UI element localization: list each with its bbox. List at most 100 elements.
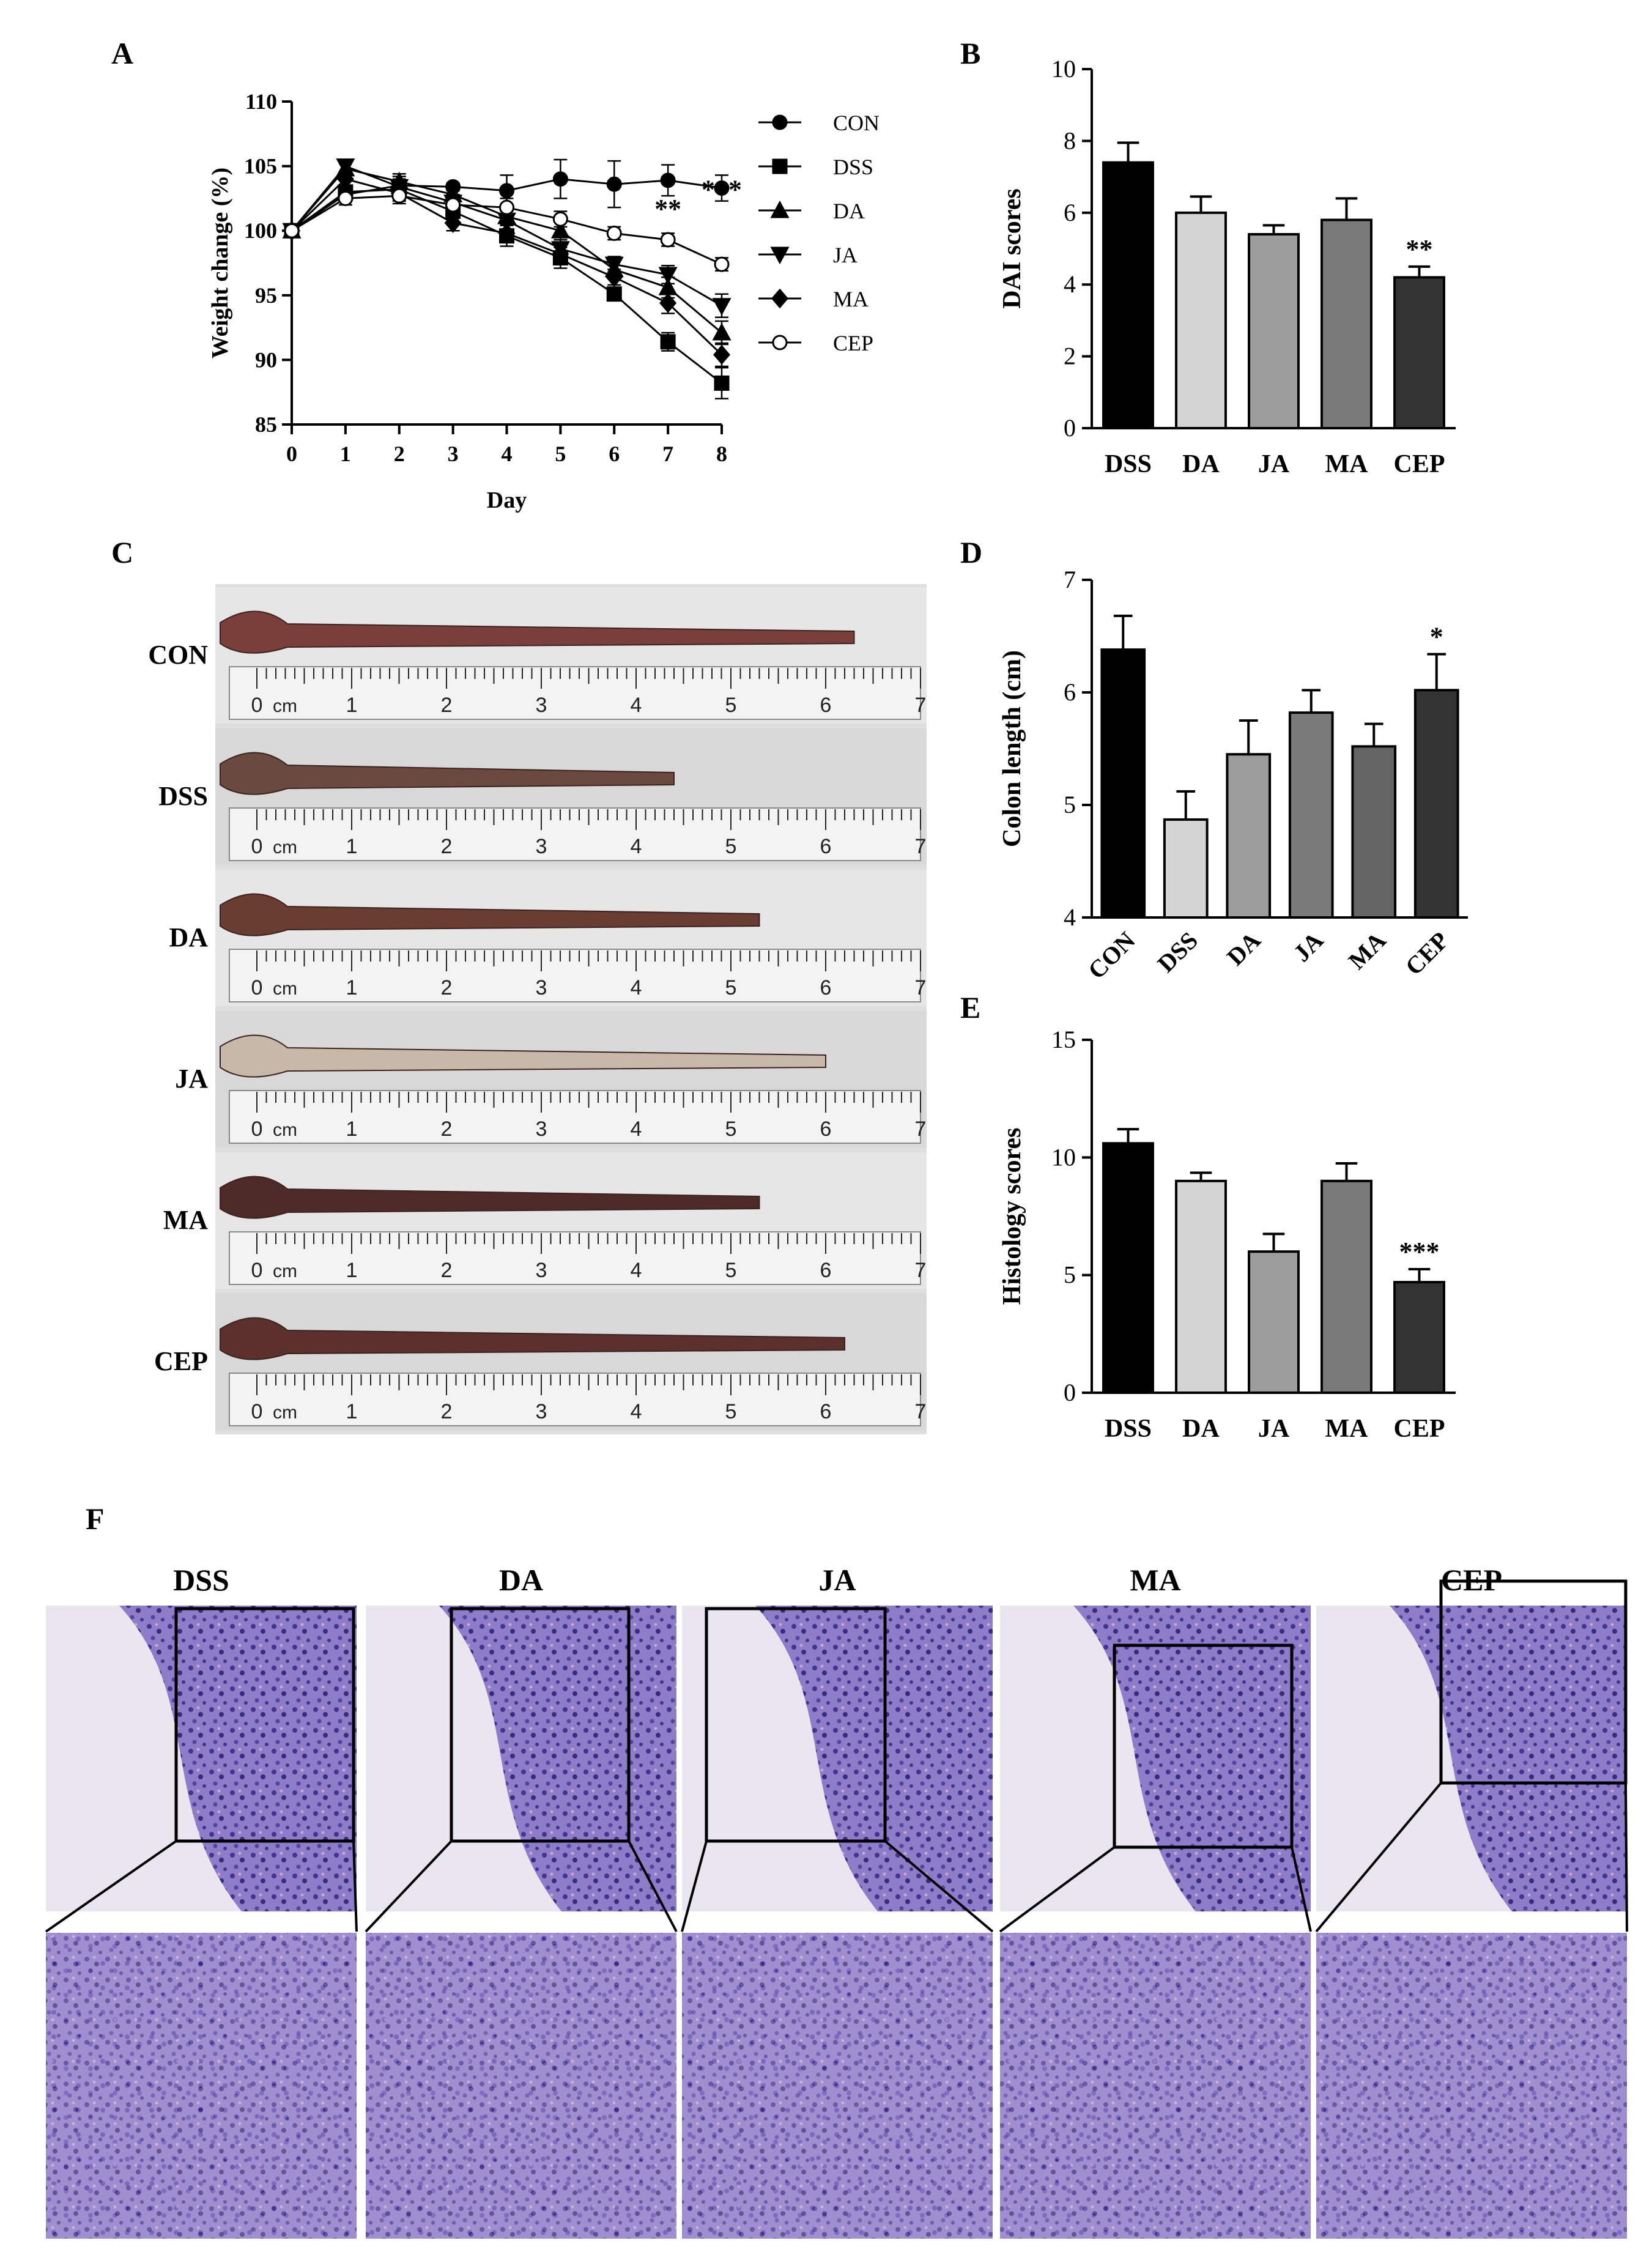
ruler-number: 6 [820,976,832,999]
ruler [229,949,921,1002]
x-tick-label: DSS [1105,1415,1152,1443]
x-tick-label: 2 [394,442,405,466]
ruler-number: 0 [251,976,263,999]
legend-marker [771,288,788,309]
ruler-unit: cm [273,837,297,858]
significance-label: ** [1406,234,1433,264]
x-tick-label: JA [1288,926,1328,966]
bar-cep [1393,276,1445,429]
histology-column-da: DA [365,1563,678,2239]
weight-change-line-chart: 85 90 95 100 105 110 0 1 2 3 4 5 6 7 8 Day Weight change… [207,89,880,513]
ruler-number: 6 [820,1400,832,1423]
ruler [229,1090,921,1144]
ruler-unit: cm [273,979,297,999]
zoom-connector [999,1846,1116,1933]
legend-marker [772,158,788,174]
data-point [445,197,461,213]
panel-label-e: E [960,990,980,1025]
ruler-number: 5 [725,1117,737,1141]
data-point [714,180,730,196]
x-tick-label: 6 [609,442,620,466]
legend-label: MA [833,287,869,311]
histology-column-ja: JA [681,1563,994,2239]
x-tick-label: 1 [340,442,351,466]
histology-panel: DSS DA JA MA CEP [45,1563,1628,2239]
ruler-number: 4 [631,694,642,717]
data-point [606,176,622,192]
zoom-connector [1624,1782,1628,1932]
ruler-number: 3 [536,1117,547,1141]
tissue-detail [1316,1933,1627,2239]
ruler-number: 7 [915,835,927,858]
data-point [714,375,730,391]
zoom-connector [45,1840,177,1933]
tissue-detail [366,1933,676,2239]
data-point [606,286,622,302]
colon-photo-background [215,584,927,1434]
x-tick-label: 3 [448,442,459,466]
ruler [229,666,921,720]
colon-row-ja: 0 1 2 3 4 5 6 7 cm JA [175,1011,927,1147]
y-tick-label: 5 [1064,791,1076,818]
legend-marker [772,114,788,130]
ruler-number: 0 [251,1400,263,1423]
x-tick-label: CEP [1400,927,1454,980]
significance-label: ** [654,194,681,224]
zoom-box [174,1607,355,1843]
bar-dss [1102,161,1154,429]
zoom-connector [884,1840,994,1933]
y-tick-label: 4 [1064,270,1076,298]
colon-row-dss: 0 1 2 3 4 5 6 7 cm DSS [158,728,927,865]
ruler-number: 5 [725,835,737,858]
ruler-number: 7 [915,976,927,999]
data-point [660,232,676,248]
ruler-number: 2 [441,1400,453,1423]
legend-marker [770,246,790,265]
x-tick-label: 0 [286,442,297,466]
y-tick-label: 5 [1064,1261,1076,1289]
series-ma [283,169,730,368]
ruler-number: 2 [441,1117,453,1141]
y-tick-label: 6 [1064,199,1076,226]
histology-column-dss: DSS [45,1563,358,2239]
y-tick-label: 90 [255,347,277,372]
colon-photo-panel: 0 1 2 3 4 5 6 7 cm CON 0 1 2 3 4 5 6 7 cm DSS 0 1 2 3 4 5 6 7 cm DA 0 1… [148,584,927,1434]
zoom-connector [628,1840,678,1932]
zoom-box [1439,1579,1628,1785]
zoom-box [450,1607,631,1843]
ruler-unit: cm [273,1403,297,1423]
zoom-connector [681,1840,708,1932]
ruler-number: 5 [725,1259,737,1282]
ruler [229,807,921,861]
ruler-number: 4 [631,976,642,999]
data-point [659,293,677,313]
histology-group-label: DSS [173,1563,229,1597]
x-tick-label: DA [1182,1415,1220,1443]
x-tick-label: 4 [502,442,513,466]
ruler-unit: cm [273,1120,297,1140]
ruler-number: 3 [536,694,547,717]
y-tick-label: 0 [1064,1379,1076,1406]
x-tick-label: CEP [1394,450,1445,478]
data-point [712,298,732,316]
dai-scores-bar-chart: 0 2 4 6 8 10 DAI scores DSS DA JA MA CEP ** [998,55,1456,478]
y-tick-label: 10 [1051,55,1076,83]
series-cep [284,187,730,272]
ruler-unit: cm [273,696,297,716]
ruler-number: 7 [915,1117,927,1141]
bar-da [1175,211,1227,429]
ruler-unit: cm [273,1261,297,1281]
ruler-number: 1 [346,1400,358,1423]
bar-dss [1102,1142,1154,1394]
data-point [499,183,514,199]
ruler-number: 2 [441,976,453,999]
bar-cep [1413,689,1459,919]
x-tick-label: MA [1343,926,1391,974]
ruler-number: 1 [346,1259,358,1282]
x-tick-label: CON [1083,926,1141,984]
ruler-number: 4 [631,1117,642,1141]
row-label: CEP [154,1346,208,1376]
legend-label: DSS [833,155,873,179]
y-axis-title: Histology scores [998,1128,1026,1305]
colon-tissue [220,1176,760,1219]
